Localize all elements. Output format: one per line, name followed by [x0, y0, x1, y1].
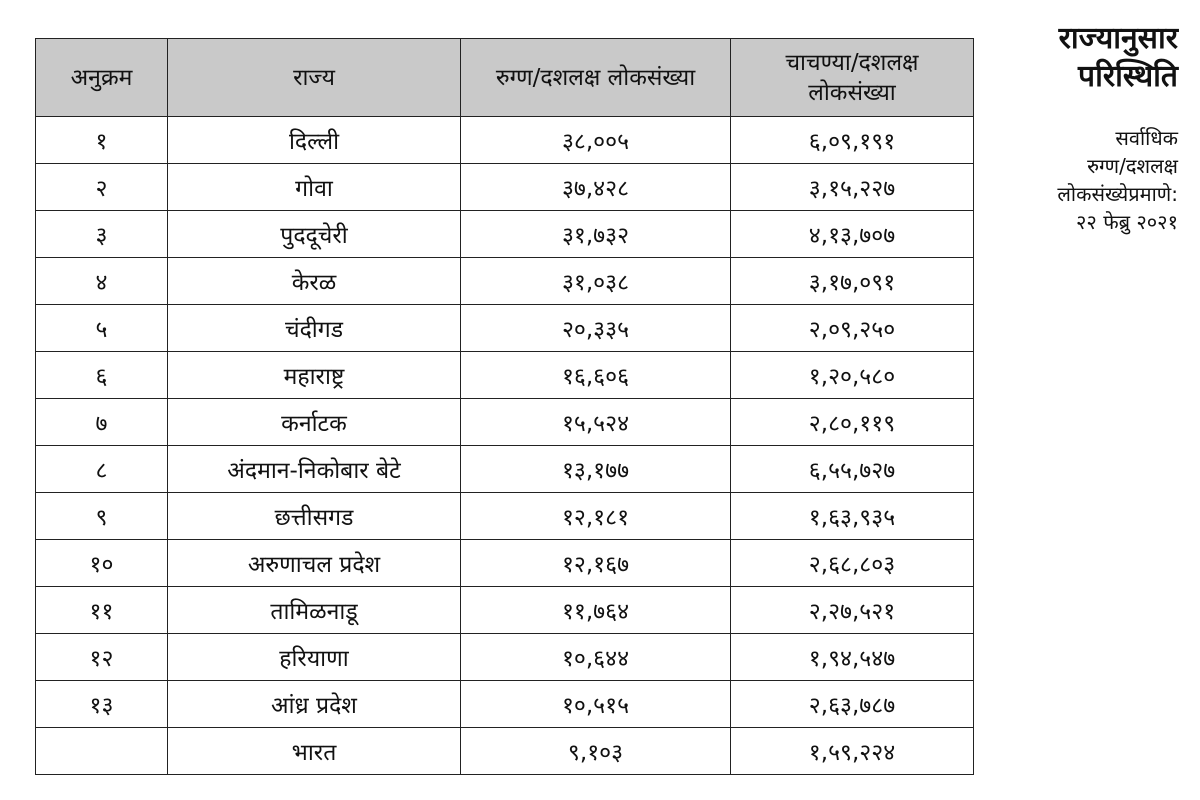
table-cell: हरियाणा: [167, 633, 461, 681]
table-cell: केरळ: [167, 257, 461, 305]
table-cell: १५,५२४: [460, 398, 731, 446]
header-cell: चाचण्या/दशलक्ष लोकसंख्या: [730, 38, 974, 117]
header-row: अनुक्रम राज्य रुग्ण/दशलक्ष लोकसंख्या चाचण्य…: [35, 38, 974, 117]
table-cell: १,२०,५८०: [730, 351, 974, 399]
table-cell: २: [35, 163, 168, 211]
side-panel: राज्यानुसार परिस्थिति सर्वाधिक रुग्ण/दशलक्…: [1057, 20, 1178, 236]
side-subtitle: लोकसंख्येप्रमाणे:: [1057, 182, 1178, 206]
state-table: अनुक्रम राज्य रुग्ण/दशलक्ष लोकसंख्या चाचण्य…: [35, 38, 974, 775]
table-cell: १०,६४४: [460, 633, 731, 681]
side-subtitle: रुग्ण/दशलक्ष: [1087, 154, 1178, 178]
table-cell: अंदमान-निकोबार बेटे: [167, 445, 461, 493]
table-cell: १०,५१५: [460, 680, 731, 728]
table-cell: २०,३३५: [460, 304, 731, 352]
table-cell: २,०९,२५०: [730, 304, 974, 352]
table-row: १० अरुणाचल प्रदेश १२,१६७ २,६८,८०३: [35, 539, 974, 587]
table-cell: ११: [35, 586, 168, 634]
table-cell: आंध्र प्रदेश: [167, 680, 461, 728]
table-cell: ५: [35, 304, 168, 352]
table-cell: १६,६०६: [460, 351, 731, 399]
table-row: ४ केरळ ३१,०३८ ३,१७,०९१: [35, 257, 974, 305]
table-cell: ३१,७३२: [460, 210, 731, 258]
table-cell: ३८,००५: [460, 116, 731, 164]
empty-cell: [35, 727, 168, 775]
table-cell: ३,१५,२२७: [730, 163, 974, 211]
table-cell: महाराष्ट्र: [167, 351, 461, 399]
table-cell: १०: [35, 539, 168, 587]
header-cell: रुग्ण/दशलक्ष लोकसंख्या: [460, 38, 731, 117]
side-subtitle: २२ फेब्रु २०२१: [1076, 210, 1178, 234]
table-cell: ७: [35, 398, 168, 446]
table-cell: २,६३,७८७: [730, 680, 974, 728]
table-cell: ४: [35, 257, 168, 305]
table-cell: ३: [35, 210, 168, 258]
table-row: ६ महाराष्ट्र १६,६०६ १,२०,५८०: [35, 351, 974, 399]
table-cell: १,५९,२२४: [730, 727, 974, 775]
table-cell: ४,१३,७०७: [730, 210, 974, 258]
table-cell: ११,७६४: [460, 586, 731, 634]
table-cell: गोवा: [167, 163, 461, 211]
table-cell: ३७,४२८: [460, 163, 731, 211]
header-cell: राज्य: [167, 38, 461, 117]
table-row: ३ पुददूचेरी ३१,७३२ ४,१३,७०७: [35, 210, 974, 258]
table-cell: १२,१८१: [460, 492, 731, 540]
table-cell: दिल्ली: [167, 116, 461, 164]
table-cell: १२,१६७: [460, 539, 731, 587]
table-cell: १२: [35, 633, 168, 681]
table-cell: १: [35, 116, 168, 164]
table-cell: तामिळनाडू: [167, 586, 461, 634]
table-cell: १,९४,५४७: [730, 633, 974, 681]
side-subtitle: सर्वाधिक: [1115, 126, 1178, 150]
table-row: ५ चंदीगड २०,३३५ २,०९,२५०: [35, 304, 974, 352]
table-cell: कर्नाटक: [167, 398, 461, 446]
table-cell: ३१,०३८: [460, 257, 731, 305]
table-cell: १,६३,९३५: [730, 492, 974, 540]
table-cell: १३: [35, 680, 168, 728]
table-row: २ गोवा ३७,४२८ ३,१५,२२७: [35, 163, 974, 211]
table-cell: ९: [35, 492, 168, 540]
table-cell: २,२७,५२१: [730, 586, 974, 634]
table-row: १ दिल्ली ३८,००५ ६,०९,१९१: [35, 116, 974, 164]
table-cell: पुददूचेरी: [167, 210, 461, 258]
table-cell: छत्तीसगड: [167, 492, 461, 540]
table-cell: ३,१७,०९१: [730, 257, 974, 305]
table-row: भारत ९,१०३ १,५९,२२४: [35, 727, 974, 775]
table-cell: ६: [35, 351, 168, 399]
side-title: परिस्थिति: [1078, 59, 1178, 94]
table-cell: २,८०,११९: [730, 398, 974, 446]
table-cell: ८: [35, 445, 168, 493]
table-cell: १३,१७७: [460, 445, 731, 493]
table-cell: अरुणाचल प्रदेश: [167, 539, 461, 587]
table-row: १३ आंध्र प्रदेश १०,५१५ २,६३,७८७: [35, 680, 974, 728]
table-row: ११ तामिळनाडू ११,७६४ २,२७,५२१: [35, 586, 974, 634]
table-cell: भारत: [167, 727, 461, 775]
table-cell: ६,०९,१९१: [730, 116, 974, 164]
table-cell: ९,१०३: [460, 727, 731, 775]
table-cell: ६,५५,७२७: [730, 445, 974, 493]
table-row: ७ कर्नाटक १५,५२४ २,८०,११९: [35, 398, 974, 446]
table-cell: २,६८,८०३: [730, 539, 974, 587]
table-row: ९ छत्तीसगड १२,१८१ १,६३,९३५: [35, 492, 974, 540]
table-row: ८ अंदमान-निकोबार बेटे १३,१७७ ६,५५,७२७: [35, 445, 974, 493]
table-cell: चंदीगड: [167, 304, 461, 352]
table-row: १२ हरियाणा १०,६४४ १,९४,५४७: [35, 633, 974, 681]
side-title: राज्यानुसार: [1058, 21, 1178, 56]
header-cell: अनुक्रम: [35, 38, 168, 117]
